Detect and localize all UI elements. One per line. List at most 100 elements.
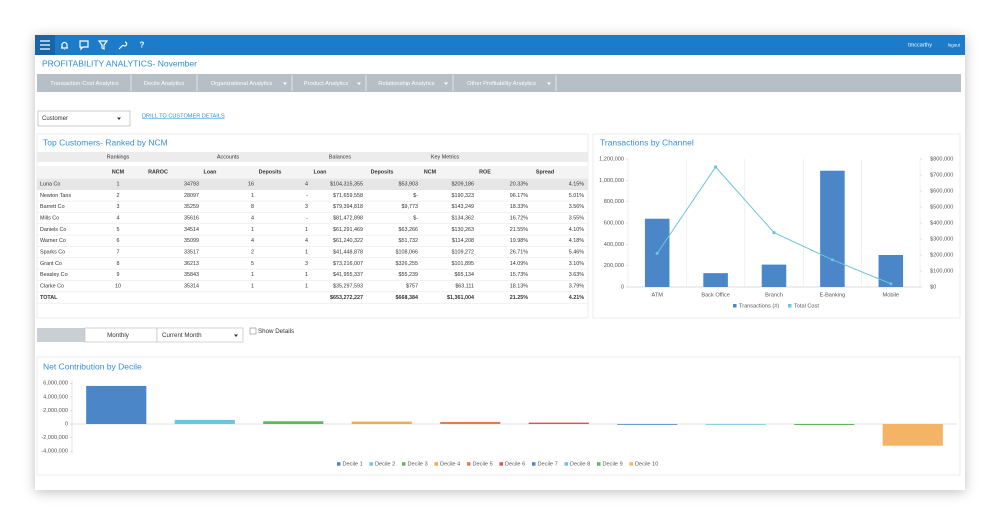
table-cell: 14.09% [510,261,528,267]
row-label: TOTAL [40,295,58,301]
chart-title: Net Contribution by Decile [43,361,142,371]
cost-point [772,231,776,235]
x-tick-label: Mobile [883,292,899,298]
table-cell: 1 [117,181,120,187]
table-cell: $190,323 [452,193,474,199]
table: Rankings Accounts Balances Key Metrics NCM RA… [37,154,588,304]
bell-icon[interactable] [61,41,68,51]
user-name[interactable]: tmccarthy [908,42,932,48]
nav-tab-label: Relationship Analytics [378,81,434,87]
nav-bar [37,74,961,92]
nav-tab-label: Organizational Analytics [211,81,273,87]
transactions-chart: 0 200,000 400,000 600,000 800,000 1,000,000 1,… [599,156,953,309]
table-cell: 26.71% [510,250,528,256]
table-cell: $9,773 [402,204,419,210]
chat-icon[interactable] [79,40,89,51]
decile-chart: -4,000,000 -2,000,000 0 2,000,000 4,000,000 6… [41,380,957,467]
table-cell: 16 [248,181,254,187]
period-toggle[interactable] [37,328,85,342]
table-cell: $41,448,878 [333,250,363,256]
legend-label: Decile 8 [570,461,590,467]
table-cell: 35314 [184,284,199,290]
selected-row [37,178,588,190]
table-cell: 18.13% [510,284,528,290]
group-header: Accounts [217,154,239,160]
column-header: NCM [424,169,437,175]
menu-icon[interactable] [40,40,50,50]
group-header: Balances [329,154,351,160]
filter-icon[interactable] [97,40,109,50]
nav-tab-label: Decile Analytics [144,81,185,87]
bar [820,170,845,287]
table-cell: 35843 [184,272,199,278]
table-cell: $81,472,898 [333,215,363,221]
table-cell: 35259 [184,204,199,210]
group-header: Rankings [107,154,130,160]
legend-swatch [467,462,471,466]
show-details-checkbox[interactable] [249,327,257,335]
table-cell: 4 [251,215,254,221]
table-cell: 1 [305,227,308,233]
table-cell: 4 [251,238,254,244]
row-label: Mills Co [40,215,59,221]
table-cell: 33517 [184,250,199,256]
column-header: Spread [536,169,554,175]
range-dropdown[interactable] [156,327,244,343]
table-cell: 5 [251,261,254,267]
table-cell: $35,297,593 [333,284,363,290]
logout-link[interactable]: logout [948,43,961,48]
checkbox-label: Show Details [258,328,294,335]
y-tick-label: 400,000 [604,242,624,248]
table-panel [36,133,589,319]
table-cell: $134,362 [452,215,474,221]
table-cell: $- [413,215,418,221]
x-tick-label: Branch [765,292,783,298]
legend-swatch [564,462,568,466]
y-tick-label: -4,000,000 [41,449,68,455]
legend-label: Decile 1 [343,461,363,467]
x-tick-label: ATM [651,292,663,298]
table-cell: $668,384 [396,295,418,301]
column-header: ROE [479,169,491,175]
y-tick-label: 200,000 [604,263,624,269]
help-icon[interactable]: ? [140,41,145,50]
y-tick-label: 1,200,000 [599,156,624,162]
drill-link[interactable]: DRILL TO CUSTOMER DETAILS [142,113,225,119]
y-tick-label: 6,000,000 [43,381,68,387]
table-cell: 8 [117,261,120,267]
bar [882,424,943,446]
column-header: Deposits [259,169,282,175]
group-header: Key Metrics [431,154,459,160]
table-cell: 4 [305,181,308,187]
bar [86,385,147,424]
tab-caret [357,82,361,85]
range-label: Current Month [162,332,202,339]
cost-point [714,165,718,169]
legend-swatch [499,462,503,466]
bar [528,422,589,424]
table-cell: 1 [251,284,254,290]
customer-dropdown[interactable] [37,110,131,127]
table-cell: $79,394,818 [333,204,363,210]
legend-swatch [733,304,737,308]
legend-swatch [597,462,601,466]
y2-tick-label: $200,000 [930,252,953,258]
legend-swatch [369,462,373,466]
wrench-icon[interactable] [118,41,128,50]
cost-point [889,282,893,286]
table-cell: $63,266 [399,227,419,233]
legend-label: Decile 7 [538,461,558,467]
row-label: Beasley Co [40,272,68,278]
table-cell: $326,255 [396,261,418,267]
table-cell: 34514 [184,227,199,233]
row-label: Daniels Co [40,227,66,233]
table-cell: $71,659,558 [333,193,363,199]
table-cell: 9 [117,272,120,278]
column-header: Loan [314,169,327,175]
range-caret [234,334,238,337]
tab-caret [547,82,551,85]
table-cell: $757 [406,284,418,290]
column-header: Loan [204,169,217,175]
legend-label: Decile 10 [635,461,658,467]
legend-label: Decile 2 [375,461,395,467]
